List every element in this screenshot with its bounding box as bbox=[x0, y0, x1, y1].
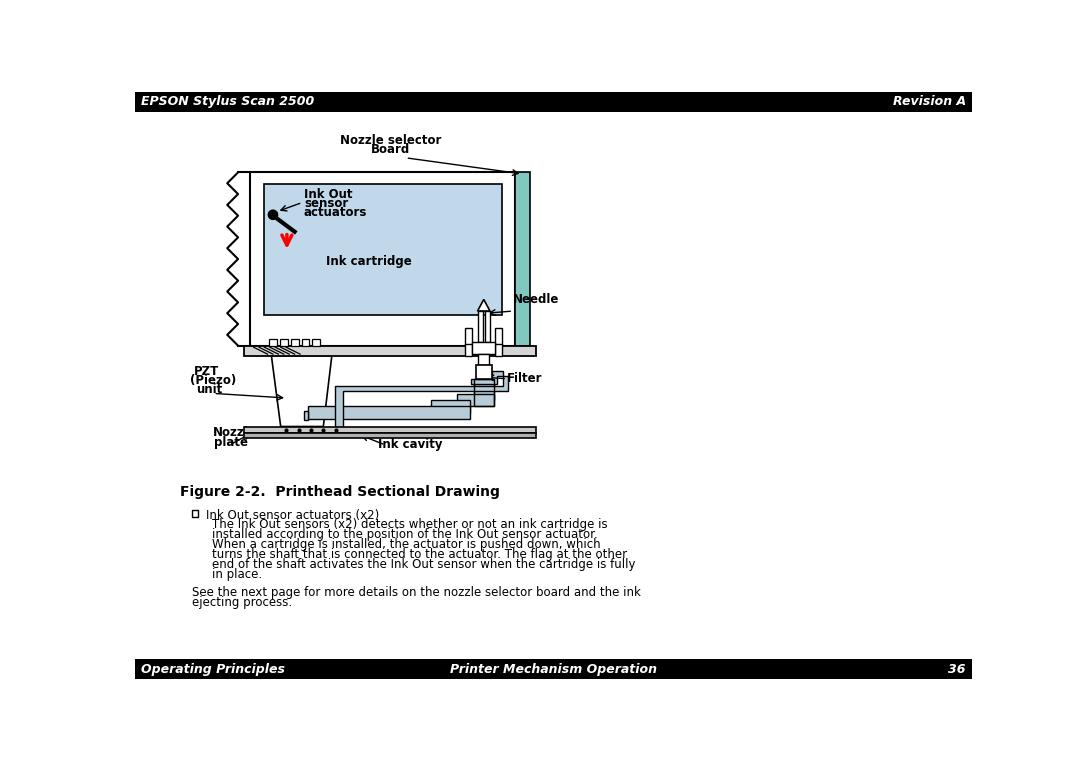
Text: PZT: PZT bbox=[194, 365, 219, 378]
Text: (Piezo): (Piezo) bbox=[190, 374, 237, 387]
Text: installed according to the position of the Ink Out sensor actuator.: installed according to the position of t… bbox=[213, 528, 598, 541]
Text: Ink cavity: Ink cavity bbox=[378, 438, 442, 451]
Bar bbox=[476, 365, 491, 378]
Bar bbox=[243, 346, 537, 356]
Text: Ink Out sensor actuators (x2): Ink Out sensor actuators (x2) bbox=[206, 509, 379, 522]
Bar bbox=[269, 339, 276, 346]
Text: Filter: Filter bbox=[507, 372, 542, 385]
Text: Needle: Needle bbox=[513, 293, 559, 306]
Bar bbox=[478, 354, 489, 365]
Text: unit: unit bbox=[197, 383, 222, 397]
Bar bbox=[135, 92, 972, 111]
Text: Ink cartridge: Ink cartridge bbox=[326, 255, 411, 268]
Text: Nozzle selector: Nozzle selector bbox=[340, 134, 442, 147]
Bar bbox=[191, 510, 198, 517]
Text: actuators: actuators bbox=[303, 206, 367, 219]
Circle shape bbox=[268, 210, 278, 220]
Bar bbox=[465, 344, 472, 356]
Text: Nozzle: Nozzle bbox=[213, 426, 256, 439]
Text: See the next page for more details on the nozzle selector board and the ink: See the next page for more details on th… bbox=[191, 585, 640, 598]
Bar bbox=[431, 401, 470, 413]
Text: When a cartridge is installed, the actuator is pushed down, which: When a cartridge is installed, the actua… bbox=[213, 538, 602, 551]
Text: Operating Principles: Operating Principles bbox=[141, 662, 285, 675]
Text: Ink Out: Ink Out bbox=[303, 188, 352, 201]
Bar bbox=[280, 339, 287, 346]
Bar bbox=[474, 378, 494, 407]
Text: turns the shaft that is connected to the actuator. The flag at the other: turns the shaft that is connected to the… bbox=[213, 548, 627, 561]
Text: in place.: in place. bbox=[213, 568, 262, 581]
Bar bbox=[312, 339, 321, 346]
Bar bbox=[472, 342, 496, 354]
Bar bbox=[135, 659, 972, 679]
Polygon shape bbox=[335, 371, 508, 427]
Bar bbox=[264, 184, 501, 315]
Polygon shape bbox=[477, 299, 490, 311]
Bar bbox=[477, 311, 483, 342]
Text: ejecting process.: ejecting process. bbox=[191, 596, 292, 609]
Bar bbox=[303, 411, 308, 420]
Polygon shape bbox=[271, 356, 332, 427]
Text: Figure 2-2.  Printhead Sectional Drawing: Figure 2-2. Printhead Sectional Drawing bbox=[180, 485, 500, 499]
Bar bbox=[496, 328, 502, 347]
Bar bbox=[249, 172, 515, 346]
Text: 36: 36 bbox=[948, 662, 966, 675]
Bar bbox=[515, 172, 530, 346]
Bar bbox=[243, 433, 537, 438]
Bar bbox=[496, 344, 502, 356]
Bar bbox=[301, 339, 309, 346]
Text: The Ink Out sensors (x2) detects whether or not an ink cartridge is: The Ink Out sensors (x2) detects whether… bbox=[213, 518, 608, 531]
Text: sensor: sensor bbox=[303, 197, 348, 210]
Bar bbox=[485, 311, 490, 342]
Bar bbox=[308, 407, 470, 419]
Text: plate: plate bbox=[214, 436, 248, 449]
Bar bbox=[291, 339, 298, 346]
Bar bbox=[243, 427, 537, 433]
Text: Board: Board bbox=[372, 143, 410, 156]
Text: end of the shaft activates the Ink Out sensor when the cartridge is fully: end of the shaft activates the Ink Out s… bbox=[213, 558, 636, 571]
Bar bbox=[474, 378, 494, 401]
Text: Printer Mechanism Operation: Printer Mechanism Operation bbox=[450, 662, 657, 675]
Bar bbox=[457, 394, 494, 407]
Bar bbox=[465, 328, 472, 347]
Text: Revision A: Revision A bbox=[893, 95, 966, 108]
Text: EPSON Stylus Scan 2500: EPSON Stylus Scan 2500 bbox=[141, 95, 314, 108]
